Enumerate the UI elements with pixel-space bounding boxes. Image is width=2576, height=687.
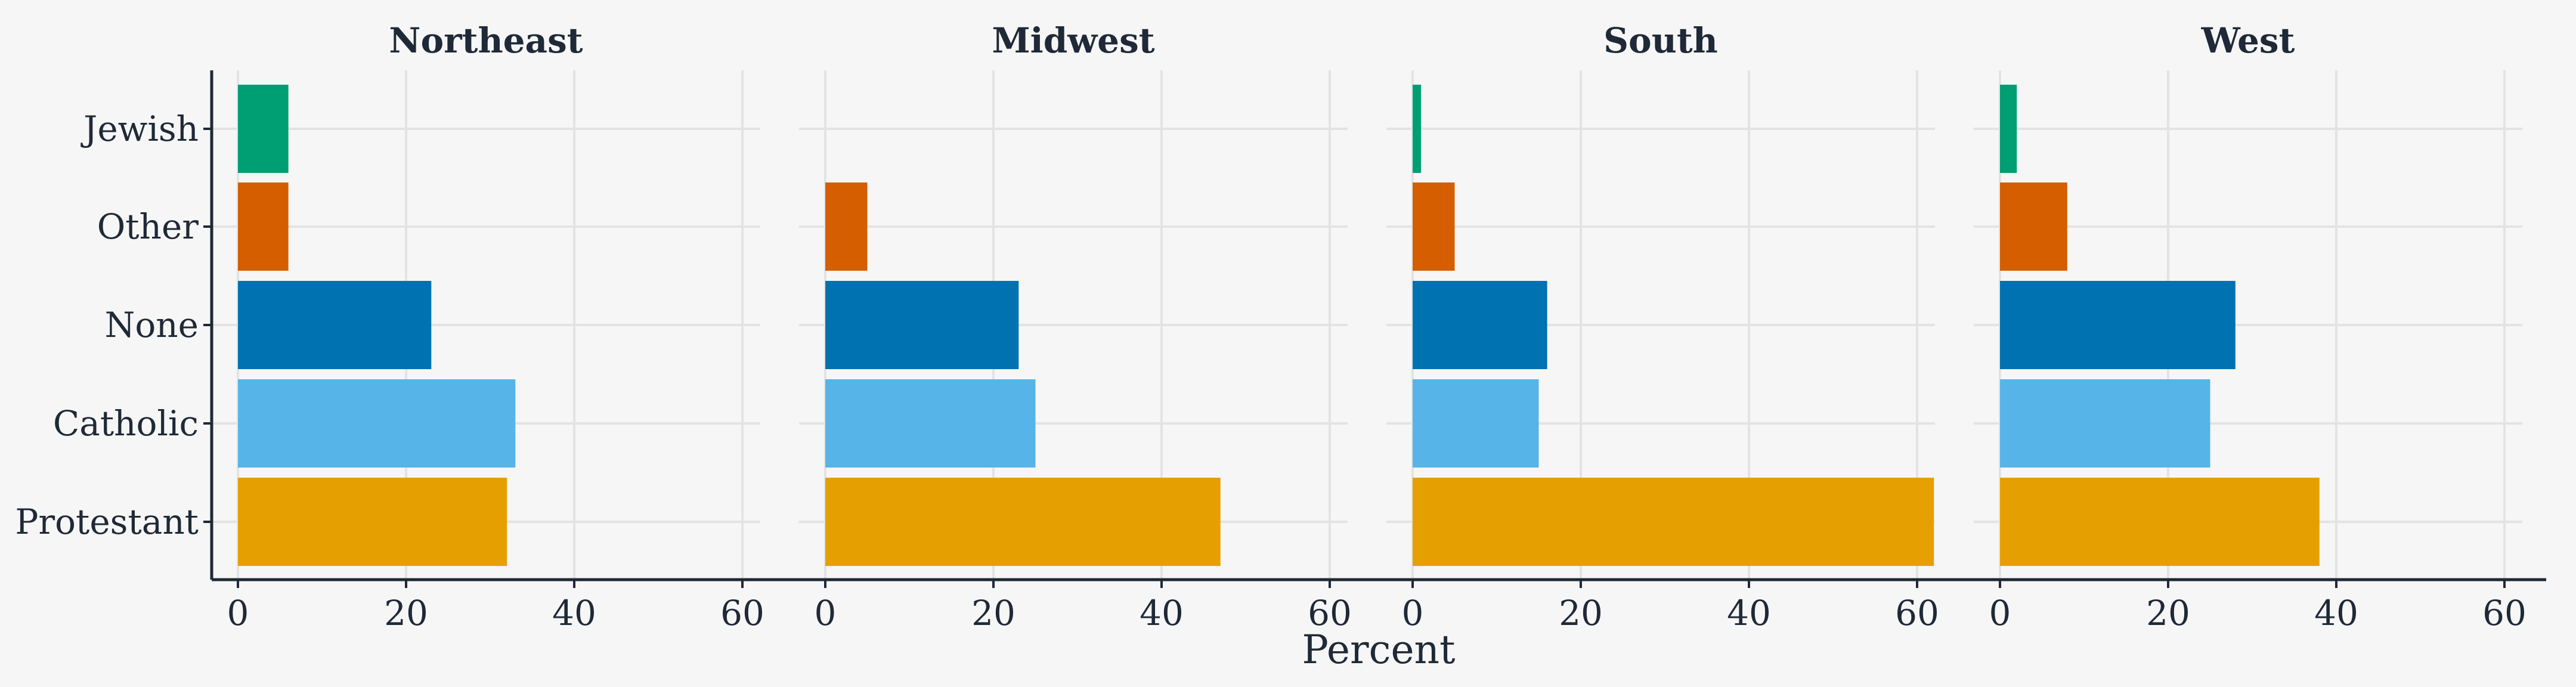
x-tick-label-northeast-20: 20 bbox=[384, 593, 428, 633]
bar-midwest-protestant bbox=[825, 478, 1221, 566]
bar-west-other bbox=[2000, 182, 2067, 271]
bar-south-none bbox=[1413, 281, 1547, 369]
bar-northeast-catholic bbox=[238, 379, 516, 468]
y-tick-label-protestant: Protestant bbox=[15, 502, 199, 542]
x-tick-label-south-0: 0 bbox=[1402, 593, 1424, 633]
x-tick-label-south-40: 40 bbox=[1727, 593, 1771, 633]
x-tick-label-northeast-40: 40 bbox=[552, 593, 596, 633]
y-tick-label-jewish: Jewish bbox=[80, 109, 199, 149]
bar-south-catholic bbox=[1413, 379, 1539, 468]
bar-west-none bbox=[2000, 281, 2236, 369]
panel-title-northeast: Northeast bbox=[389, 20, 583, 61]
bar-northeast-other bbox=[238, 182, 289, 271]
x-axis-title: Percent bbox=[1302, 627, 1455, 673]
x-tick-label-northeast-0: 0 bbox=[227, 593, 249, 633]
y-tick-label-none: None bbox=[105, 305, 199, 345]
x-tick-label-midwest-0: 0 bbox=[815, 593, 837, 633]
bar-south-other bbox=[1413, 182, 1455, 271]
bar-northeast-protestant bbox=[238, 478, 507, 566]
bar-south-protestant bbox=[1413, 478, 1934, 566]
x-tick-label-south-20: 20 bbox=[1559, 593, 1603, 633]
bar-northeast-jewish bbox=[238, 85, 289, 173]
x-tick-label-west-40: 40 bbox=[2314, 593, 2358, 633]
bar-south-jewish bbox=[1413, 85, 1422, 173]
bar-midwest-catholic bbox=[825, 379, 1036, 468]
x-tick-label-west-20: 20 bbox=[2146, 593, 2190, 633]
x-tick-label-south-60: 60 bbox=[1895, 593, 1939, 633]
x-tick-label-west-0: 0 bbox=[1989, 593, 2011, 633]
x-tick-label-northeast-60: 60 bbox=[720, 593, 764, 633]
panel-title-west: West bbox=[2201, 20, 2295, 61]
bar-west-catholic bbox=[2000, 379, 2210, 468]
panel-title-midwest: Midwest bbox=[992, 20, 1154, 61]
x-tick-label-midwest-20: 20 bbox=[971, 593, 1015, 633]
bar-west-protestant bbox=[2000, 478, 2320, 566]
bar-west-jewish bbox=[2000, 85, 2017, 173]
bar-northeast-none bbox=[238, 281, 432, 369]
panel-title-south: South bbox=[1603, 20, 1718, 61]
y-tick-label-catholic: Catholic bbox=[53, 403, 199, 444]
x-tick-label-midwest-60: 60 bbox=[1308, 593, 1352, 633]
bar-midwest-other bbox=[825, 182, 868, 271]
bar-midwest-none bbox=[825, 281, 1019, 369]
y-tick-label-other: Other bbox=[97, 206, 199, 247]
x-tick-label-west-60: 60 bbox=[2482, 593, 2527, 633]
x-tick-label-midwest-40: 40 bbox=[1140, 593, 1184, 633]
